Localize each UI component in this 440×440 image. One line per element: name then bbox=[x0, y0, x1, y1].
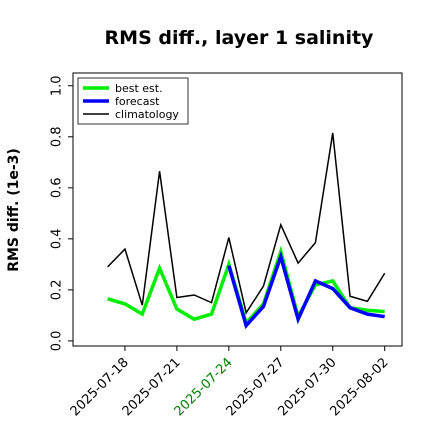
plot-area: 0.00.20.40.60.81.02025-07-182025-07-2120… bbox=[50, 72, 403, 419]
y-tick-label: 0.2 bbox=[50, 280, 65, 301]
series-line-climatology bbox=[107, 132, 386, 315]
y-tick-label: 0.8 bbox=[50, 126, 65, 147]
y-tick-label: 0.6 bbox=[50, 177, 65, 198]
plot-frame bbox=[72, 72, 403, 347]
chart-title: RMS diff., layer 1 salinity bbox=[105, 27, 375, 49]
y-tick-label: 1.0 bbox=[50, 75, 65, 96]
y-tick-label: 0.4 bbox=[50, 228, 65, 249]
y-tick-label: 0.0 bbox=[50, 331, 65, 352]
series-line-forecast bbox=[227, 250, 385, 330]
y-axis-label: RMS diff. (1e-3) bbox=[6, 148, 22, 272]
legend-item-forecast-label: forecast bbox=[115, 95, 160, 108]
legend-item-best-est-label: best est. bbox=[115, 82, 163, 95]
legend-item-climatology-label: climatology bbox=[115, 108, 179, 121]
